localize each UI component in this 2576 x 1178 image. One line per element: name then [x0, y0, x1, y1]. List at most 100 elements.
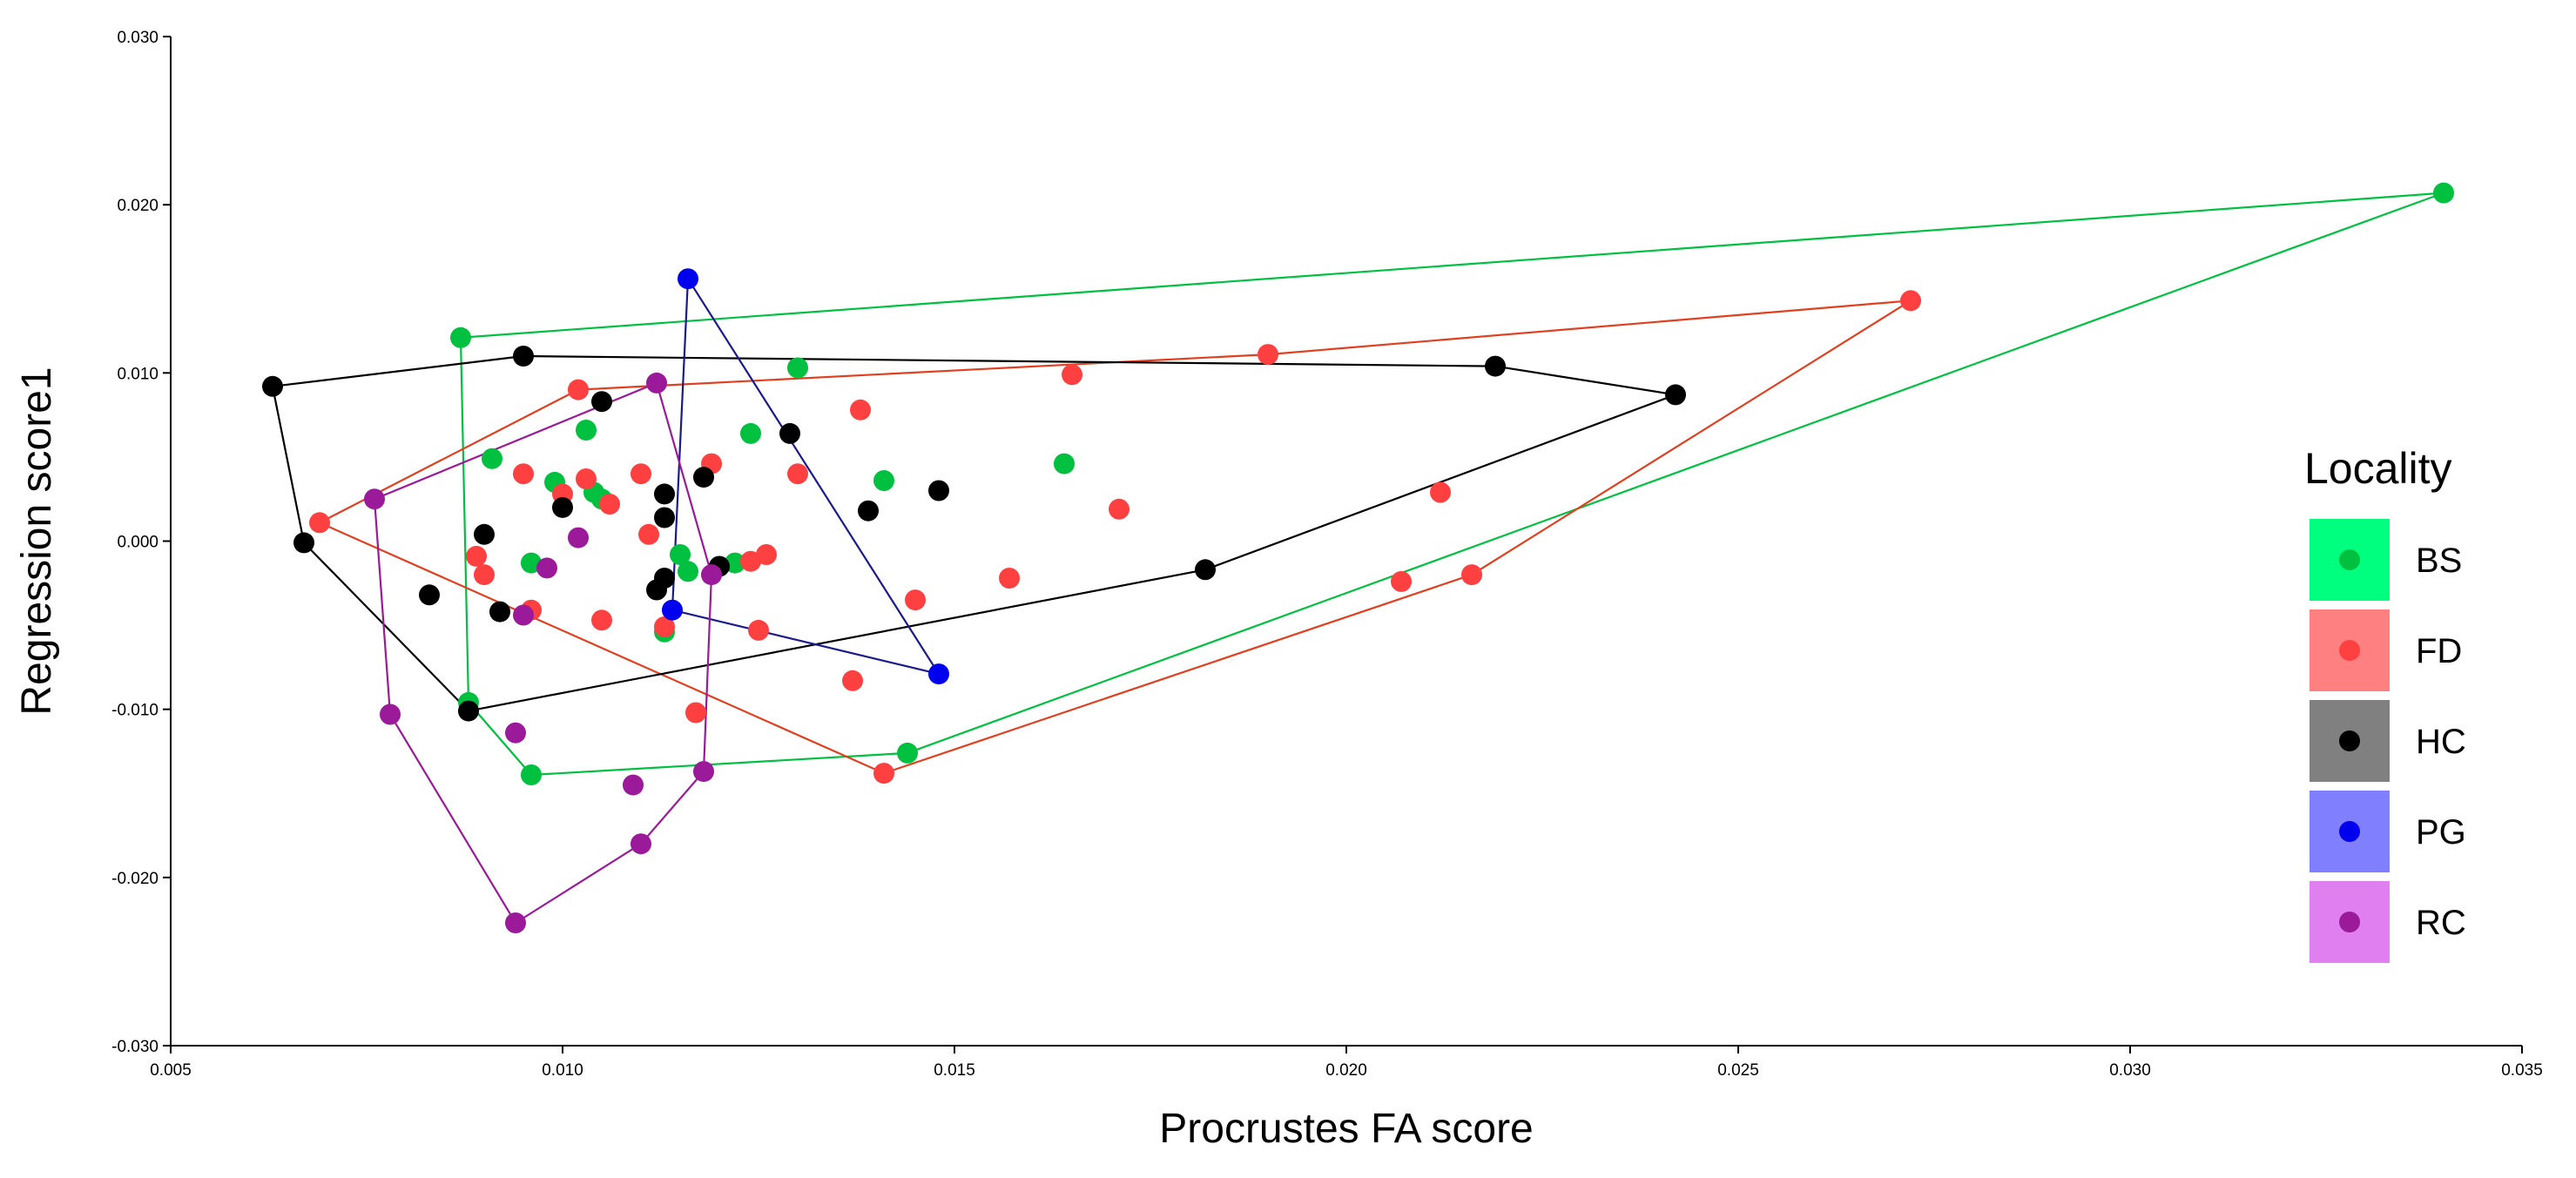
hull-bs	[459, 192, 2445, 777]
point-fd	[1900, 290, 1921, 312]
point-hc	[458, 700, 479, 722]
point-rc	[505, 912, 526, 933]
hull-pg	[671, 275, 941, 676]
x-tick-label: 0.025	[1717, 1061, 1759, 1080]
series-fd	[309, 290, 1921, 784]
x-ticks: 0.005 0.010 0.015 0.020 0.025 0.030 0.035	[150, 1046, 2543, 1080]
point-fd	[740, 550, 761, 572]
point-fd	[1461, 564, 1482, 586]
point-fd	[756, 544, 777, 565]
x-tick-label: 0.030	[2109, 1061, 2151, 1080]
point-hc	[474, 523, 495, 545]
point-fd	[748, 619, 769, 641]
point-hc	[489, 601, 510, 623]
point-rc	[623, 774, 644, 796]
legend-item-bs: BS	[2310, 519, 2462, 601]
axes: 0.005 0.010 0.015 0.020 0.025 0.030 0.035 -0.0…	[111, 29, 2543, 1080]
point-bs	[521, 552, 542, 574]
point-hc	[646, 579, 667, 601]
point-fd	[850, 399, 871, 421]
point-bs	[787, 357, 808, 379]
point-fd	[513, 463, 534, 485]
point-fd	[1430, 481, 1451, 503]
point-bs	[897, 742, 918, 764]
y-tick-label: 0.030	[117, 29, 158, 47]
point-fd	[1258, 344, 1278, 366]
point-hc	[293, 532, 314, 554]
point-bs	[450, 326, 471, 348]
point-pg	[928, 663, 949, 685]
x-tick-label: 0.015	[934, 1061, 975, 1080]
series-hc	[262, 346, 1686, 722]
series-rc	[364, 372, 722, 933]
point-bs	[1054, 453, 1075, 475]
legend-key-dot	[2339, 640, 2360, 661]
point-fd	[568, 379, 589, 401]
point-hc	[1195, 559, 1216, 581]
point-fd	[654, 616, 675, 637]
legend-label: BS	[2416, 542, 2462, 580]
point-bs	[873, 470, 894, 491]
point-hc	[654, 483, 675, 505]
legend-label: FD	[2416, 632, 2462, 670]
point-hc	[779, 422, 800, 444]
point-rc	[693, 761, 714, 783]
point-fd	[999, 568, 1020, 589]
legend-items: BS FD HC PG RC	[2310, 519, 2466, 963]
point-pg	[678, 268, 698, 290]
point-bs	[725, 552, 745, 574]
legend-item-pg: PG	[2310, 791, 2466, 872]
point-bs	[670, 544, 691, 565]
legend: Locality BS FD HC PG RC	[2304, 444, 2466, 963]
point-hc	[513, 346, 534, 367]
legend-label: HC	[2416, 723, 2466, 761]
point-fd	[873, 763, 894, 784]
x-tick-label: 0.035	[2501, 1061, 2543, 1080]
point-rc	[536, 557, 557, 579]
x-tick-label: 0.020	[1325, 1061, 1367, 1080]
y-ticks: -0.030 -0.020 -0.010 0.000 0.010 0.020 0.030	[111, 29, 171, 1056]
point-rc	[380, 703, 401, 725]
legend-label: PG	[2416, 813, 2466, 852]
point-fd	[685, 702, 706, 724]
x-tick-label: 0.010	[542, 1061, 583, 1080]
legend-item-hc: HC	[2310, 700, 2466, 782]
point-fd	[1062, 364, 1082, 386]
legend-title: Locality	[2304, 444, 2452, 493]
y-tick-label: -0.030	[111, 1038, 158, 1056]
point-fd	[905, 589, 926, 611]
legend-key-dot	[2339, 730, 2360, 751]
point-fd	[1391, 570, 1412, 592]
point-hc	[654, 507, 675, 528]
point-hc	[858, 500, 879, 522]
point-fd	[787, 463, 808, 485]
point-rc	[364, 488, 385, 510]
point-rc	[505, 722, 526, 744]
point-fd	[599, 494, 620, 515]
y-tick-label: -0.010	[111, 702, 158, 720]
legend-label: RC	[2416, 904, 2466, 942]
point-fd	[309, 512, 330, 534]
point-bs	[521, 764, 542, 785]
point-bs	[740, 422, 761, 444]
point-bs	[482, 448, 502, 469]
point-bs	[678, 561, 698, 582]
point-fd	[466, 545, 487, 567]
point-layer	[262, 182, 2454, 933]
point-fd	[474, 564, 495, 586]
x-tick-label: 0.005	[150, 1061, 192, 1080]
point-fd	[631, 463, 651, 485]
y-tick-label: 0.020	[117, 197, 158, 215]
point-hc	[591, 391, 612, 413]
legend-key-dot	[2339, 549, 2360, 570]
point-rc	[646, 372, 667, 394]
point-fd	[591, 609, 612, 631]
series-bs	[450, 182, 2454, 785]
point-pg	[662, 599, 683, 621]
point-bs	[2433, 182, 2454, 204]
point-hc	[419, 584, 440, 606]
point-hc	[262, 375, 283, 397]
point-hc	[928, 480, 949, 501]
point-rc	[568, 527, 589, 549]
